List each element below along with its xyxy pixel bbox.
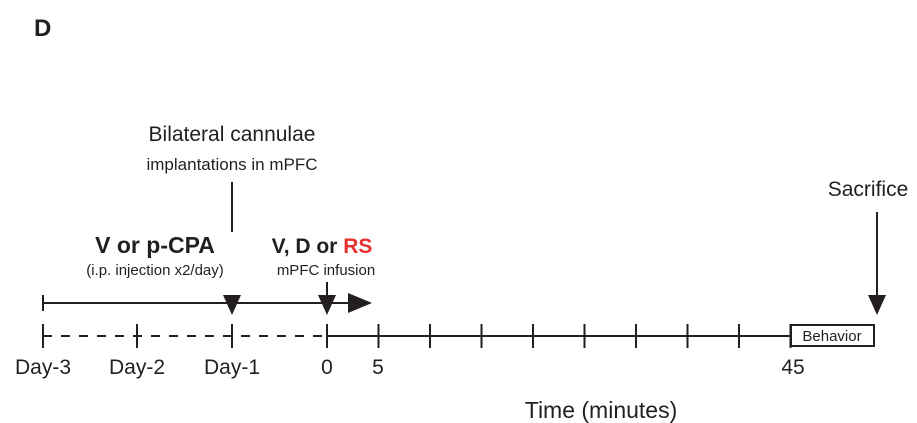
minute-ticks (326, 324, 792, 348)
pretreatment-subtitle: (i.p. injection x2/day) (86, 262, 224, 279)
sacrifice-arrow-head (868, 295, 886, 315)
infusion-title-highlight: RS (343, 235, 372, 258)
pretreatment-title: V or p-CPA (95, 232, 215, 258)
pretreatment-arrow-head (348, 293, 372, 313)
x-axis-title: Time (minutes) (525, 397, 678, 423)
infusion-arrow-head (318, 295, 336, 315)
minute-label-5: 5 (372, 356, 384, 379)
day-label-day-2: Day-2 (109, 356, 165, 379)
behavior-label: Behavior (802, 328, 861, 345)
surgery-arrow-head (223, 295, 241, 315)
infusion-title-prefix: V, D or (272, 235, 344, 258)
surgery-subtitle: implantations in mPFC (146, 155, 317, 174)
minute-label-0: 0 (321, 356, 333, 379)
behavior-box (790, 324, 875, 347)
infusion-subtitle: mPFC infusion (277, 262, 375, 279)
sacrifice-label: Sacrifice (828, 178, 909, 201)
minute-label-45: 45 (781, 356, 804, 379)
panel-label: D (34, 15, 51, 42)
surgery-title: Bilateral cannulae (149, 123, 316, 146)
infusion-title: V, D or RS (272, 235, 373, 258)
day-label-day-1: Day-1 (204, 356, 260, 379)
day-label-day-3: Day-3 (15, 356, 71, 379)
